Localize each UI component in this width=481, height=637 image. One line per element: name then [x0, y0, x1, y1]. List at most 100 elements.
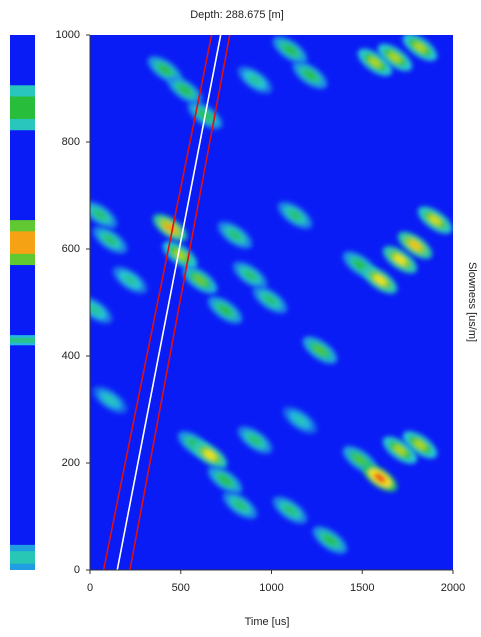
x-tick-label: 500	[172, 582, 190, 594]
blob	[272, 36, 308, 64]
blob-layer	[234, 500, 247, 511]
blob	[362, 464, 398, 492]
blob	[252, 286, 288, 314]
blob	[377, 43, 413, 72]
y-tick-label: 200	[62, 457, 80, 469]
band-inner	[10, 337, 35, 343]
x-axis-label: Time [us]	[245, 616, 290, 628]
blob	[207, 466, 243, 494]
blob	[90, 296, 113, 324]
blob	[417, 206, 453, 234]
blob	[112, 266, 148, 294]
y-tick-label: 0	[74, 564, 80, 576]
blob	[192, 441, 228, 469]
x-tick-label: 1500	[350, 582, 374, 594]
blob	[292, 61, 328, 89]
blob-layer	[229, 230, 242, 240]
blob	[237, 426, 273, 454]
blob-layer	[284, 45, 297, 55]
blob	[217, 221, 253, 249]
axes: 0 500 1000 1500 2000 0 200 400 600 800 1000	[56, 29, 466, 594]
blob-layer	[284, 505, 297, 515]
blob-layer	[413, 440, 426, 450]
blob-layer	[409, 240, 422, 251]
chart-title: Depth: 288.675 [m]	[190, 9, 284, 21]
blob-layer	[313, 345, 326, 355]
blob-layer	[203, 450, 216, 460]
blob-layer	[289, 210, 302, 221]
x-tick-label: 2000	[441, 582, 465, 594]
guide-line	[102, 35, 213, 570]
x-tick-label: 0	[87, 582, 93, 594]
guide-line	[129, 35, 231, 570]
blob-layer	[413, 42, 426, 53]
blob	[162, 241, 198, 269]
blob-layer	[374, 275, 387, 285]
y-tick-label: 800	[62, 136, 80, 148]
blob-layer	[248, 435, 261, 445]
blob-layer	[393, 254, 407, 265]
blob	[402, 35, 438, 61]
blob	[362, 266, 398, 294]
y-tick-label: 400	[62, 350, 80, 362]
band-inner	[10, 551, 35, 564]
blob	[302, 336, 338, 364]
blob-layer	[219, 475, 232, 485]
blob-layer	[219, 305, 232, 315]
blob-layer	[393, 445, 407, 455]
band-inner	[10, 96, 35, 119]
blob-layer	[244, 270, 257, 280]
blob	[92, 386, 128, 414]
blob-layer	[374, 473, 387, 483]
y-tick-label: 1000	[56, 29, 80, 41]
blob	[312, 526, 348, 554]
blob	[277, 201, 313, 229]
band-inner	[10, 231, 35, 254]
blob	[272, 496, 308, 524]
blob-layer	[323, 535, 336, 545]
blob	[402, 431, 438, 459]
blob	[357, 48, 393, 76]
y-axis-label: Slowness [us/m]	[466, 262, 478, 342]
profile-strip	[10, 35, 35, 570]
blob-layer	[178, 85, 191, 95]
blob	[207, 296, 243, 324]
blob-layer	[388, 52, 401, 63]
blob-layer	[248, 75, 261, 85]
blob-layer	[303, 70, 316, 80]
blob-layer	[368, 57, 381, 68]
blob-layer	[90, 305, 102, 315]
blob-layer	[193, 275, 207, 285]
blob	[92, 226, 128, 254]
blob-layer	[93, 209, 106, 220]
blob-layer	[103, 395, 116, 405]
blob	[237, 66, 273, 94]
blob-layer	[293, 415, 307, 425]
blob	[282, 406, 318, 434]
profile-band	[10, 220, 35, 266]
blob-layer	[354, 455, 367, 465]
blob	[382, 246, 418, 274]
x-tick-label: 1000	[259, 582, 283, 594]
blob-layer	[158, 65, 171, 75]
blob	[397, 231, 433, 259]
profile-band	[10, 544, 35, 570]
blob-layer	[174, 250, 187, 260]
blob	[232, 261, 268, 289]
blob	[182, 266, 218, 294]
profile-band	[10, 335, 35, 346]
blob	[382, 436, 418, 464]
blob-layer	[429, 215, 442, 225]
blob-layer	[103, 235, 116, 245]
blob-layer	[123, 275, 136, 285]
guide-line	[116, 35, 222, 570]
blob-layer	[354, 260, 367, 270]
profile-band	[10, 85, 35, 131]
y-tick-label: 600	[62, 243, 80, 255]
blob	[222, 491, 258, 519]
blob-layer	[264, 295, 277, 305]
plot-area	[90, 35, 453, 570]
blob	[167, 76, 203, 104]
blob	[90, 201, 118, 229]
